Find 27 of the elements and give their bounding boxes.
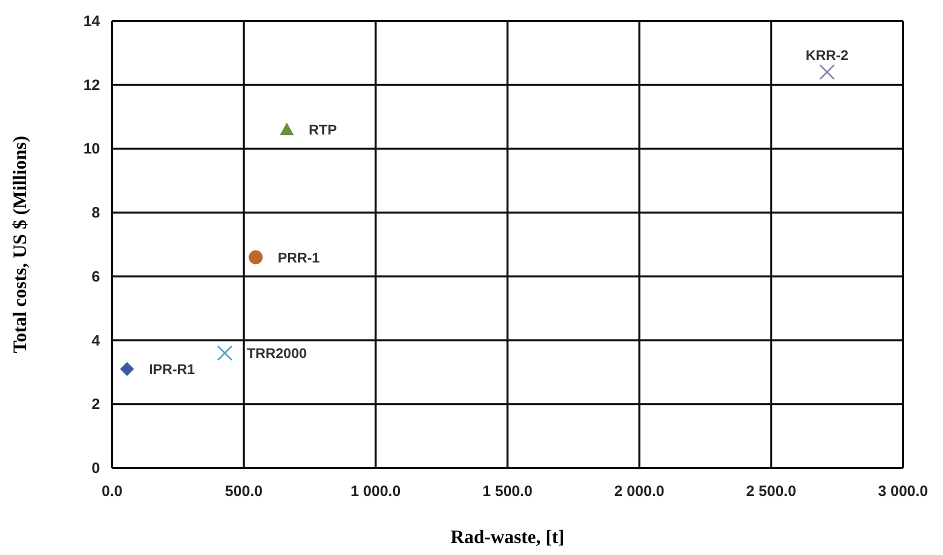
x-tick-label: 1 000.0 xyxy=(350,483,401,500)
y-axis-title: Total costs, US $ (Millions) xyxy=(10,136,31,354)
y-tick-label: 10 xyxy=(83,140,100,158)
series-label: KRR-2 xyxy=(806,47,849,64)
point xyxy=(217,345,233,361)
point xyxy=(120,362,134,376)
x-tick-label: 3 000.0 xyxy=(878,483,928,500)
series-label: PRR-1 xyxy=(278,249,320,266)
x-tick-label: 500.0 xyxy=(225,483,263,500)
y-tick-label: 0 xyxy=(92,460,100,477)
y-tick-label: 8 xyxy=(92,204,100,222)
y-tick-label: 4 xyxy=(92,332,101,350)
x-tick-label: 1 500.0 xyxy=(482,483,533,500)
point xyxy=(819,64,835,80)
y-tick-label: 14 xyxy=(83,13,101,30)
y-tick-label: 6 xyxy=(92,268,100,286)
series-label: TRR2000 xyxy=(246,345,307,362)
y-tick-label: 2 xyxy=(92,396,100,414)
x-tick-label: 2 000.0 xyxy=(614,483,664,500)
point xyxy=(280,122,294,136)
y-tick-label: 12 xyxy=(83,76,100,94)
x-tick-label: 0.0 xyxy=(102,483,122,500)
point xyxy=(248,250,263,264)
x-tick-label: 2 500.0 xyxy=(746,483,796,500)
x-axis-title: Rad-waste, [t] xyxy=(450,527,564,548)
series-label: IPR-R1 xyxy=(149,361,196,378)
series-label: RTP xyxy=(308,122,337,138)
